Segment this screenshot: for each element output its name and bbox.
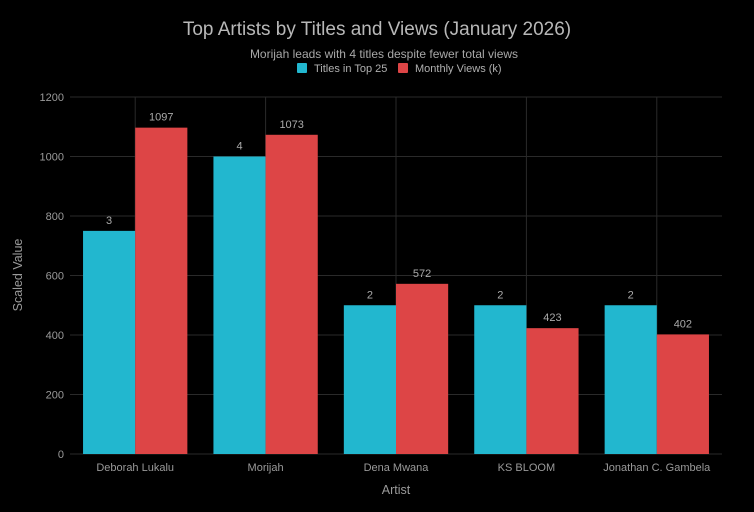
y-tick-label: 600 <box>46 271 64 283</box>
data-label: 423 <box>543 312 561 324</box>
y-tick-label: 800 <box>46 211 64 223</box>
y-tick-label: 0 <box>58 449 64 461</box>
bar-titles-in-top-25[interactable] <box>213 156 266 455</box>
bar-titles-in-top-25[interactable] <box>604 305 657 454</box>
bar-monthly-views[interactable] <box>526 328 579 454</box>
y-tick-label: 200 <box>46 390 64 402</box>
bar-monthly-views[interactable] <box>396 283 449 454</box>
data-label: 1073 <box>279 119 303 131</box>
y-tick-label: 1000 <box>40 152 64 164</box>
data-label: 4 <box>236 141 242 153</box>
bar-monthly-views[interactable] <box>265 134 318 454</box>
x-tick-label: Morijah <box>248 462 284 474</box>
x-tick-label: KS BLOOM <box>498 462 555 474</box>
y-tick-label: 400 <box>46 330 64 342</box>
value-labels: 3 1097 4 1073 2 572 2 423 2 402 <box>106 112 692 331</box>
chart-title: Top Artists by Titles and Views (January… <box>183 19 571 40</box>
legend-label-views: Monthly Views (k) <box>415 63 502 75</box>
data-label: 2 <box>367 289 373 301</box>
data-label: 2 <box>497 289 503 301</box>
bar-monthly-views[interactable] <box>656 334 709 454</box>
legend-swatch-views <box>398 63 408 73</box>
x-tick-label: Jonathan C. Gambela <box>603 462 711 474</box>
legend-item-views[interactable]: Monthly Views (k) <box>398 63 502 75</box>
data-label: 3 <box>106 215 112 227</box>
legend-item-titles[interactable]: Titles in Top 25 <box>297 63 387 75</box>
legend-label-titles: Titles in Top 25 <box>314 63 387 75</box>
y-tick-label: 1200 <box>40 92 64 104</box>
axes: 0 200 400 600 800 1000 1200 Deborah Lukalu Morij… <box>40 92 712 474</box>
data-label: 572 <box>413 268 431 280</box>
bars <box>83 127 709 455</box>
bar-titles-in-top-25[interactable] <box>343 305 396 454</box>
y-axis-title: Scaled Value <box>11 239 25 312</box>
chart-subtitle: Morijah leads with 4 titles despite fewe… <box>250 47 518 61</box>
bar-titles-in-top-25[interactable] <box>474 305 527 454</box>
bar-titles-in-top-25[interactable] <box>83 230 136 454</box>
bar-monthly-views[interactable] <box>135 127 188 454</box>
x-tick-label: Dena Mwana <box>364 462 430 474</box>
x-axis-title: Artist <box>382 483 411 497</box>
legend-swatch-titles <box>297 63 307 73</box>
data-label: 402 <box>674 318 692 330</box>
data-label: 1097 <box>149 112 173 124</box>
x-tick-label: Deborah Lukalu <box>96 462 174 474</box>
legend[interactable]: Titles in Top 25 Monthly Views (k) <box>297 63 502 75</box>
data-label: 2 <box>628 289 634 301</box>
